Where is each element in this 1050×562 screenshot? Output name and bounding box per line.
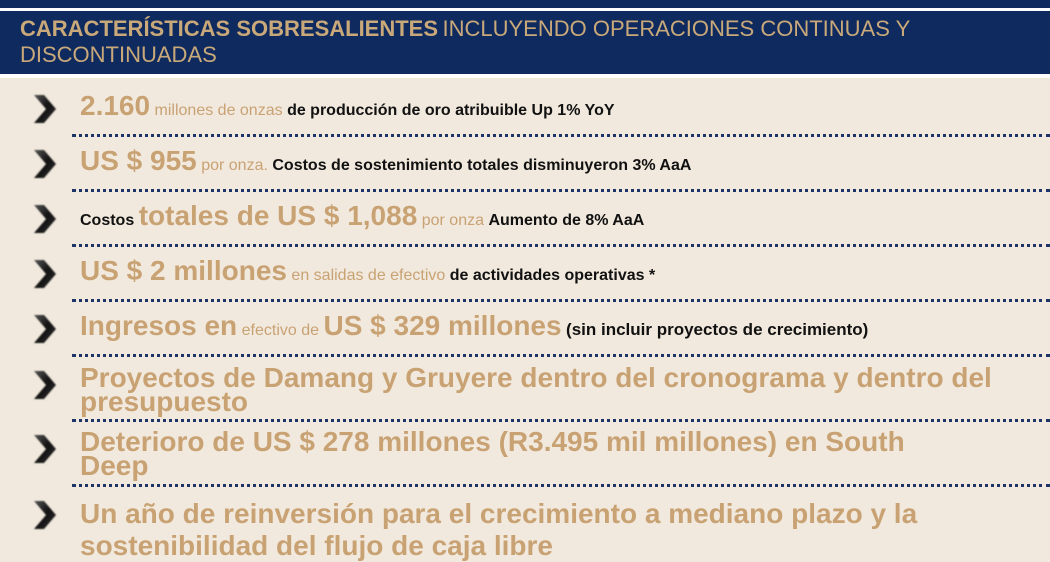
- chevron-right-icon: [34, 260, 56, 288]
- chevron-right-icon: [34, 371, 56, 399]
- header-rest-title: INCLUYENDO OPERACIONES CONTINUAS Y DISCO…: [20, 16, 910, 67]
- item-7-text: Deterioro de US $ 278 millones (R3.495 m…: [80, 426, 905, 481]
- item-4-unit: en salidas de efectivo: [291, 267, 446, 284]
- slide-header: CARACTERÍSTICAS SOBRESALIENTES INCLUYEND…: [0, 11, 1050, 74]
- item-1-highlight: 2.160: [80, 90, 151, 121]
- dotted-divider: [72, 134, 1050, 137]
- item-1-unit: millones de onzas: [154, 102, 283, 119]
- item-2-highlight: US $ 955: [80, 145, 197, 176]
- item-4-highlight: US $ 2 millones: [80, 255, 287, 286]
- item-5-unit: efectivo de: [241, 322, 320, 339]
- item-3-highlight: totales de US $ 1,088: [138, 200, 418, 231]
- top-navy-strip: [0, 0, 1050, 8]
- item-8-text: Un año de reinversión para el crecimient…: [80, 498, 918, 561]
- item-1-text: de producción de oro atribuible Up 1% Yo…: [287, 102, 615, 119]
- chevron-right-icon: [34, 501, 56, 529]
- dotted-divider: [72, 244, 1050, 247]
- chevron-right-icon: [34, 435, 56, 463]
- dotted-divider: [72, 299, 1050, 302]
- item-3-prefix: Costos: [80, 212, 135, 229]
- top-white-gap: [0, 8, 1050, 11]
- item-2-text: Costos de sostenimiento totales disminuy…: [272, 157, 692, 174]
- item-4-text: de actividades operativas *: [449, 267, 656, 284]
- chevron-right-icon: [34, 205, 56, 233]
- item-5-highlight-2: US $ 329 millones: [323, 310, 562, 341]
- item-2-unit: por onza.: [201, 157, 268, 174]
- item-6-text: Proyectos de Damang y Gruyere dentro del…: [80, 362, 992, 417]
- item-3-text: Aumento de 8% AaA: [488, 212, 645, 229]
- header-underbar: [0, 74, 1050, 78]
- item-5-text: (sin incluir proyectos de crecimiento): [566, 320, 869, 339]
- item-3-unit: por onza: [421, 212, 484, 229]
- dotted-divider: [72, 189, 1050, 192]
- chevron-right-icon: [34, 95, 56, 123]
- header-bold-title: CARACTERÍSTICAS SOBRESALIENTES: [20, 16, 439, 41]
- dotted-divider: [72, 484, 1050, 487]
- chevron-right-icon: [34, 150, 56, 178]
- dotted-divider: [72, 354, 1050, 357]
- dotted-divider: [72, 419, 1050, 422]
- item-5-highlight: Ingresos en: [80, 310, 238, 341]
- chevron-right-icon: [34, 315, 56, 343]
